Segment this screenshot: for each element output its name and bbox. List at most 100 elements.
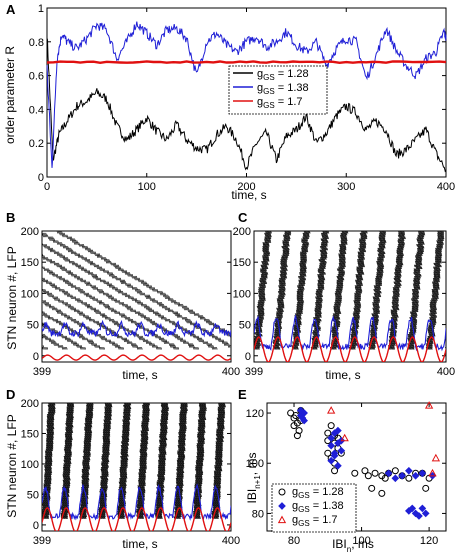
spike: [56, 273, 59, 277]
spike: [149, 309, 151, 313]
spike: [41, 300, 42, 302]
spike: [100, 300, 103, 303]
spike: [32, 283, 33, 285]
spike: [122, 346, 124, 350]
spike: [89, 317, 92, 320]
spike: [109, 272, 111, 275]
spike: [156, 333, 159, 337]
spike: [30, 315, 31, 317]
spike: [47, 302, 50, 305]
spike: [124, 303, 126, 307]
spike: [47, 257, 49, 260]
spike: [451, 338, 452, 340]
spike: [237, 347, 238, 349]
spike: [99, 266, 102, 270]
spike: [32, 340, 33, 342]
spike: [136, 333, 139, 337]
spike: [87, 259, 90, 262]
spike: [78, 255, 81, 258]
spike: [194, 333, 196, 337]
spike: [154, 313, 157, 316]
spike: [195, 313, 198, 316]
spike: [97, 320, 100, 324]
spike: [120, 324, 122, 328]
spike: [5, 233, 6, 235]
spike: [63, 313, 65, 316]
spike: [110, 260, 112, 264]
spike: [20, 334, 21, 336]
spike: [160, 290, 162, 294]
spike: [34, 308, 35, 310]
spike: [76, 298, 79, 301]
spike: [296, 341, 298, 344]
spike: [19, 240, 20, 242]
spike: [116, 343, 118, 346]
spike: [176, 333, 179, 337]
spike: [449, 345, 450, 347]
spike: [245, 341, 246, 343]
spike: [147, 339, 149, 343]
spike: [129, 330, 131, 333]
spike: [132, 318, 134, 322]
spike: [295, 341, 297, 344]
spike: [21, 310, 22, 312]
spike: [78, 244, 80, 247]
spike: [83, 346, 85, 350]
spike: [177, 335, 180, 339]
spike: [74, 238, 76, 242]
spike: [38, 240, 39, 242]
spike: [76, 240, 78, 243]
panel-b: B STN neuron #, LFP time, s 399 400050100…: [1, 210, 246, 382]
spike: [41, 310, 42, 312]
spike: [189, 343, 192, 346]
spike: [48, 337, 50, 341]
spike: [83, 245, 85, 249]
spike: [216, 346, 218, 350]
spike: [138, 288, 140, 292]
spike: [68, 281, 70, 285]
spike: [234, 343, 235, 345]
spike: [238, 341, 239, 343]
spike: [99, 279, 102, 283]
spike: [105, 305, 108, 309]
spike: [178, 302, 181, 305]
y-tick-label: 150: [21, 257, 39, 269]
spike: [75, 251, 77, 255]
spike: [151, 309, 154, 313]
spike: [214, 346, 217, 350]
spike: [237, 343, 238, 345]
spike: [141, 335, 144, 339]
spike: [159, 302, 162, 305]
spike: [241, 341, 242, 343]
spike: [171, 345, 173, 348]
spike: [91, 307, 93, 311]
spike: [134, 275, 137, 279]
spike: [46, 279, 49, 283]
spike: [150, 318, 153, 322]
spike: [90, 307, 92, 311]
spike: [189, 309, 192, 313]
spike: [77, 311, 79, 315]
spike: [24, 244, 25, 246]
spike: [148, 309, 150, 313]
spike: [132, 298, 135, 301]
spike: [68, 270, 71, 273]
spike: [50, 328, 52, 331]
spike: [174, 302, 176, 305]
spike: [35, 308, 36, 310]
spike: [61, 311, 63, 315]
spike: [94, 251, 97, 255]
spike: [25, 280, 26, 282]
spike: [58, 275, 60, 279]
spike: [31, 283, 32, 285]
spike: [131, 298, 133, 301]
spike: [1, 308, 2, 310]
spike: [73, 307, 76, 311]
spike: [56, 343, 59, 346]
spike: [85, 292, 88, 296]
spike: [147, 283, 149, 286]
spike: [149, 285, 151, 288]
spike: [184, 317, 187, 320]
spike: [1, 321, 2, 323]
spike: [72, 305, 74, 309]
